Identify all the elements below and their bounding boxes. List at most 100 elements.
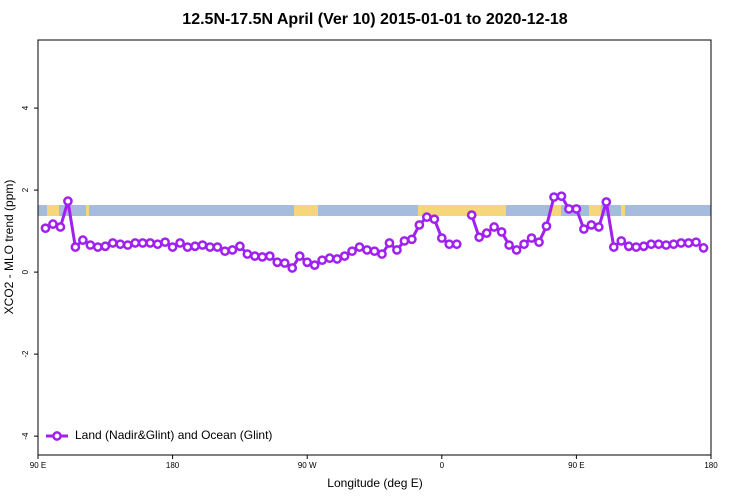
land-region — [418, 205, 506, 216]
land-region — [589, 205, 601, 216]
legend-label: Land (Nadir&Glint) and Ocean (Glint) — [75, 428, 272, 442]
series-marker — [534, 237, 544, 248]
series-marker — [145, 238, 156, 248]
series-marker — [302, 257, 313, 268]
series-marker — [526, 233, 537, 243]
land-region — [551, 205, 561, 216]
series-marker — [100, 241, 111, 252]
series-marker — [130, 238, 141, 248]
series-marker — [586, 220, 597, 230]
series-marker — [601, 197, 612, 207]
series-marker — [220, 246, 230, 257]
series-marker — [429, 214, 440, 225]
series-marker — [653, 239, 664, 250]
y-tick-label: 2 — [21, 187, 30, 192]
series-marker — [257, 252, 268, 262]
series-marker — [362, 245, 372, 255]
series-marker — [638, 241, 649, 252]
x-axis-label: Longitude (deg E) — [327, 476, 422, 490]
series-marker — [549, 192, 559, 202]
series-marker — [556, 191, 567, 202]
series-marker — [235, 241, 245, 252]
series-marker — [347, 246, 357, 257]
series-marker — [122, 240, 133, 250]
series-marker — [190, 241, 200, 252]
series-marker — [78, 235, 88, 245]
series-marker — [451, 239, 462, 250]
series-marker — [631, 242, 642, 252]
series-marker — [683, 238, 694, 248]
x-tick-label: 90 W — [298, 461, 317, 470]
chart-title: 12.5N-17.5N April (Ver 10) 2015-01-01 to… — [182, 11, 568, 28]
series-marker — [519, 239, 529, 250]
series-marker — [616, 236, 627, 246]
series-marker — [593, 222, 604, 232]
series-marker — [264, 251, 275, 261]
series-marker — [623, 241, 634, 252]
x-tick-label: 90 E — [30, 461, 46, 470]
series-marker — [205, 242, 215, 252]
series-marker — [115, 239, 126, 250]
plot-frame — [37, 39, 712, 456]
series-marker — [212, 242, 223, 252]
x-tick-label: 180 — [166, 461, 180, 470]
series-marker — [436, 233, 447, 243]
series-marker — [152, 239, 163, 250]
series-marker — [579, 224, 589, 234]
series-marker — [354, 242, 365, 252]
land-region — [86, 205, 89, 216]
y-tick-label: 0 — [21, 269, 30, 274]
series-marker — [250, 251, 260, 261]
series-marker — [369, 246, 380, 257]
series-marker — [564, 204, 574, 214]
series-marker — [646, 239, 657, 250]
series-marker — [317, 255, 328, 266]
series-marker — [384, 238, 395, 248]
series-marker — [407, 234, 417, 245]
series-marker — [70, 242, 81, 252]
series-marker — [272, 257, 283, 268]
series-marker — [481, 228, 492, 238]
series-marker — [421, 212, 432, 223]
series-marker — [107, 238, 118, 248]
series-marker — [324, 253, 335, 264]
series-marker — [55, 222, 66, 232]
y-tick-label: 4 — [21, 105, 30, 110]
series-marker — [287, 263, 298, 273]
legend-marker — [52, 431, 62, 441]
series-marker — [339, 251, 350, 261]
series-marker — [691, 237, 701, 248]
land-region — [621, 205, 625, 216]
series-marker — [676, 238, 686, 248]
series-marker — [40, 223, 51, 234]
land-region — [294, 205, 318, 216]
series-marker — [85, 240, 96, 250]
series-marker — [160, 237, 170, 248]
series-marker — [227, 245, 238, 255]
series-marker — [182, 242, 193, 252]
x-tick-label: 180 — [704, 461, 718, 470]
series-marker — [444, 239, 455, 250]
series-marker — [698, 243, 709, 253]
land-region — [47, 205, 59, 216]
series-marker — [571, 204, 582, 214]
series-marker — [504, 240, 514, 250]
ocean-band — [38, 205, 711, 216]
series-marker — [175, 238, 185, 248]
series-marker — [541, 221, 552, 232]
series-marker — [466, 210, 477, 220]
series-marker — [294, 251, 305, 261]
y-tick-label: -4 — [21, 432, 30, 440]
series-marker — [48, 219, 58, 229]
y-tick-label: -2 — [21, 350, 30, 358]
series-marker — [63, 196, 73, 207]
series-marker — [137, 238, 148, 248]
series-marker — [392, 245, 402, 255]
background-band — [38, 205, 711, 216]
x-tick-label: 90 E — [568, 461, 584, 470]
series-marker — [414, 220, 425, 230]
series-marker — [668, 239, 679, 250]
series-marker — [377, 249, 387, 259]
y-axis-label: XCO2 - MLO trend (ppm) — [2, 180, 16, 315]
